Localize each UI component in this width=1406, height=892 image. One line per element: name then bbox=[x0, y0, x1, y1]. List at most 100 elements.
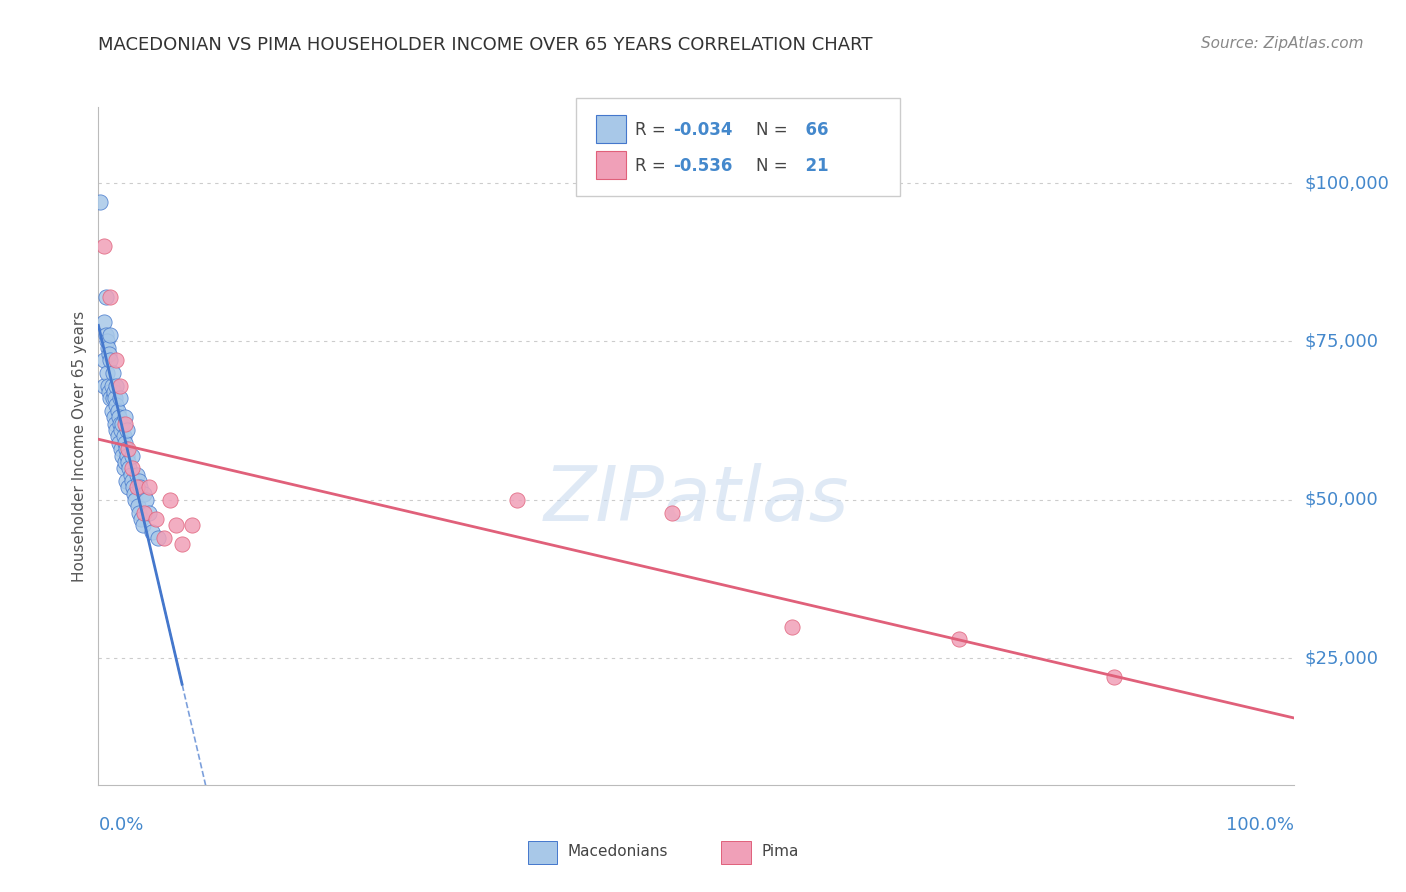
Point bbox=[98, 328, 122, 343]
Point bbox=[93, 353, 115, 368]
Point bbox=[94, 328, 117, 343]
Point bbox=[117, 480, 139, 494]
Point bbox=[117, 455, 139, 469]
Text: $50,000: $50,000 bbox=[1305, 491, 1378, 508]
Point bbox=[100, 404, 122, 418]
Point bbox=[132, 506, 155, 520]
Point bbox=[138, 480, 160, 494]
Text: -0.536: -0.536 bbox=[673, 157, 733, 175]
Point bbox=[89, 195, 111, 210]
Point bbox=[111, 449, 134, 463]
Point bbox=[506, 492, 529, 507]
Point bbox=[128, 506, 150, 520]
Text: Macedonians: Macedonians bbox=[568, 845, 668, 859]
Point bbox=[105, 398, 128, 412]
Point bbox=[108, 417, 131, 431]
Point bbox=[115, 423, 138, 437]
Point bbox=[129, 480, 152, 494]
Point bbox=[121, 474, 143, 488]
Point bbox=[661, 506, 683, 520]
Point bbox=[103, 385, 125, 400]
Point bbox=[104, 417, 127, 431]
Text: $25,000: $25,000 bbox=[1305, 649, 1379, 667]
Point bbox=[98, 392, 122, 406]
Point bbox=[1102, 670, 1125, 684]
Point bbox=[100, 379, 122, 393]
Point bbox=[103, 410, 125, 425]
Point bbox=[93, 239, 115, 253]
Point bbox=[96, 334, 118, 349]
Point bbox=[98, 385, 121, 400]
Point bbox=[115, 442, 138, 457]
Point bbox=[98, 353, 122, 368]
Point bbox=[165, 518, 187, 533]
Point bbox=[122, 480, 145, 494]
Bar bbox=[596, 151, 626, 179]
Point bbox=[94, 290, 117, 304]
Point bbox=[138, 506, 160, 520]
Y-axis label: Householder Income Over 65 years: Householder Income Over 65 years bbox=[72, 310, 87, 582]
Point bbox=[780, 619, 803, 633]
Point bbox=[131, 512, 153, 526]
Point bbox=[110, 423, 132, 437]
Text: N =: N = bbox=[756, 157, 793, 175]
Point bbox=[105, 379, 128, 393]
Bar bbox=[527, 841, 557, 864]
Point bbox=[115, 474, 138, 488]
Point bbox=[112, 461, 135, 475]
Point bbox=[121, 449, 143, 463]
Point bbox=[131, 518, 153, 533]
Text: 21: 21 bbox=[794, 157, 830, 175]
Point bbox=[124, 486, 146, 500]
Point bbox=[96, 366, 118, 380]
Point bbox=[114, 455, 136, 469]
Point bbox=[97, 379, 120, 393]
Text: R =: R = bbox=[636, 120, 671, 138]
Point bbox=[105, 353, 128, 368]
Text: Source: ZipAtlas.com: Source: ZipAtlas.com bbox=[1201, 36, 1364, 51]
Point bbox=[107, 410, 129, 425]
Text: -0.034: -0.034 bbox=[673, 120, 733, 138]
Point bbox=[948, 632, 970, 647]
Point bbox=[112, 429, 135, 443]
Point bbox=[105, 423, 128, 437]
Point bbox=[98, 347, 121, 361]
Point bbox=[114, 410, 136, 425]
Point bbox=[159, 492, 181, 507]
Point bbox=[93, 379, 115, 393]
Point bbox=[115, 449, 138, 463]
Point bbox=[118, 461, 141, 475]
Point bbox=[107, 429, 129, 443]
Point bbox=[145, 512, 167, 526]
Point bbox=[93, 315, 115, 329]
Point bbox=[97, 341, 120, 355]
Point bbox=[172, 537, 194, 551]
Text: 66: 66 bbox=[794, 120, 828, 138]
Point bbox=[135, 492, 157, 507]
Point bbox=[114, 417, 136, 431]
Text: MACEDONIAN VS PIMA HOUSEHOLDER INCOME OVER 65 YEARS CORRELATION CHART: MACEDONIAN VS PIMA HOUSEHOLDER INCOME OV… bbox=[98, 36, 873, 54]
Point bbox=[180, 518, 202, 533]
Point bbox=[120, 467, 142, 482]
Point bbox=[98, 290, 122, 304]
Point bbox=[127, 499, 149, 513]
Text: N =: N = bbox=[756, 120, 793, 138]
Point bbox=[125, 467, 148, 482]
Point bbox=[101, 366, 124, 380]
Point bbox=[117, 442, 139, 457]
Point bbox=[148, 531, 170, 545]
Text: 0.0%: 0.0% bbox=[98, 815, 143, 833]
Point bbox=[108, 392, 131, 406]
Point bbox=[128, 474, 150, 488]
Text: 100.0%: 100.0% bbox=[1226, 815, 1294, 833]
Point bbox=[124, 492, 146, 507]
Text: $100,000: $100,000 bbox=[1305, 174, 1389, 192]
Point bbox=[110, 442, 132, 457]
Point bbox=[107, 404, 129, 418]
Point bbox=[108, 379, 131, 393]
Text: Pima: Pima bbox=[762, 845, 799, 859]
Text: R =: R = bbox=[636, 157, 671, 175]
Point bbox=[141, 524, 163, 539]
Point bbox=[132, 486, 155, 500]
Point bbox=[101, 392, 124, 406]
